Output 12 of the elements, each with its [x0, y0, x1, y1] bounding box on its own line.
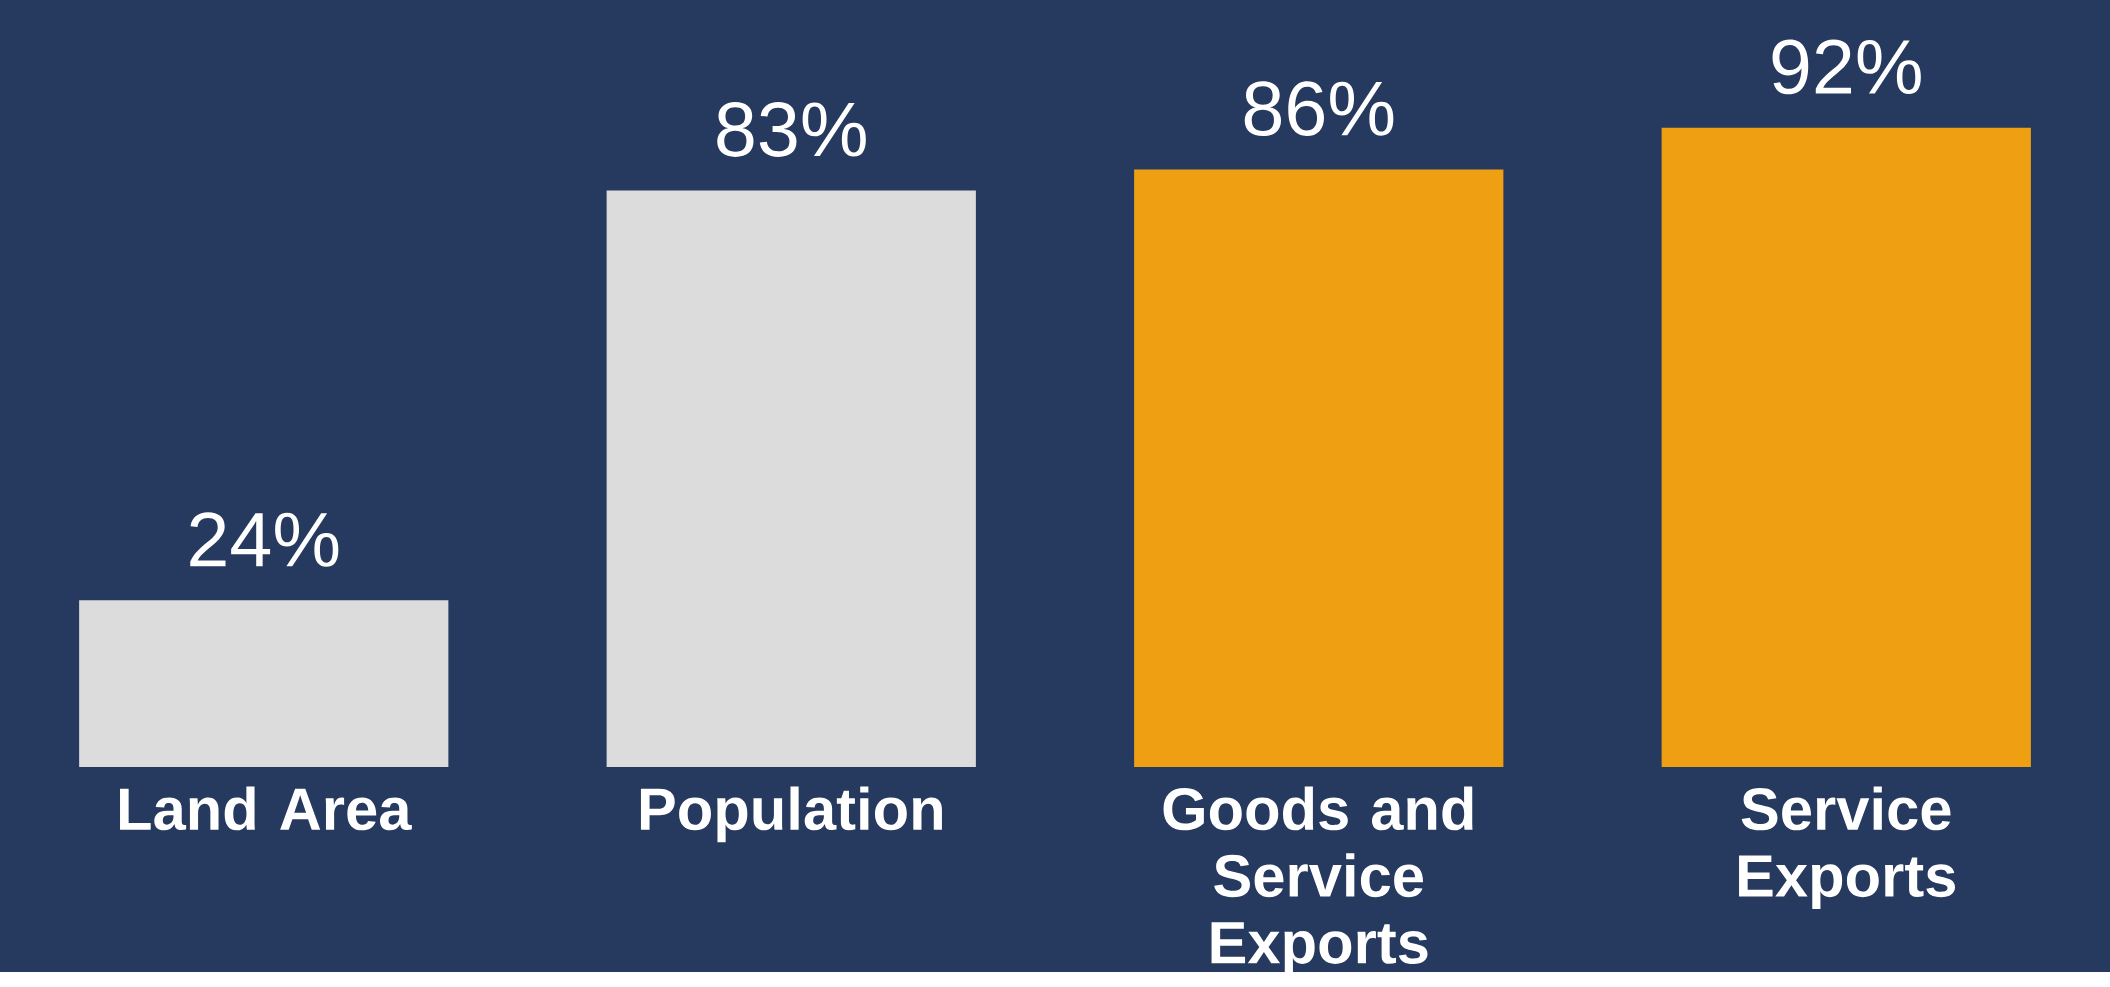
bar [1661, 127, 2031, 767]
x-tick-label: Service Exports [1739, 786, 1956, 909]
bar [1134, 169, 1504, 767]
x-tick-label: Population [640, 786, 942, 842]
bar [79, 600, 449, 767]
x-tick-label: Goods and Service Exports [1163, 786, 1473, 976]
bar [606, 190, 976, 767]
x-tick-label: Land Area [120, 786, 412, 831]
data-label: 86% [1244, 81, 1394, 136]
data-label: 92% [1772, 39, 1921, 95]
data-label: 83% [717, 101, 866, 157]
data-label: 24% [190, 512, 339, 567]
